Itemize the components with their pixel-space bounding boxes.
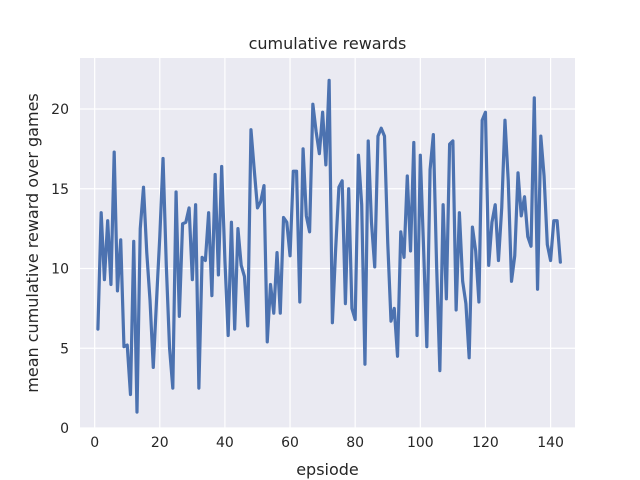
x-tick-label: 60 [281, 435, 299, 451]
y-axis-label: mean cumulative reward over games [23, 93, 42, 392]
x-tick-label: 140 [537, 435, 564, 451]
x-tick-label: 100 [407, 435, 434, 451]
x-tick-label: 20 [151, 435, 169, 451]
y-tick-label: 15 [51, 182, 69, 198]
x-axis-label: epsiode [296, 460, 359, 479]
x-axis-ticks: 0 20 40 60 80 100 120 140 [90, 435, 564, 451]
series-line-group [96, 78, 562, 414]
y-axis-ticks: 0 5 10 15 20 [51, 102, 69, 437]
chart-title: cumulative rewards [249, 34, 407, 53]
y-tick-label: 5 [60, 341, 69, 357]
x-tick-label: 80 [346, 435, 364, 451]
x-tick-label: 40 [216, 435, 234, 451]
series-line [96, 78, 562, 414]
x-tick-label: 120 [472, 435, 499, 451]
y-tick-label: 10 [51, 262, 69, 278]
y-tick-label: 20 [51, 102, 69, 118]
x-tick-label: 0 [90, 435, 99, 451]
y-tick-label: 0 [60, 421, 69, 437]
